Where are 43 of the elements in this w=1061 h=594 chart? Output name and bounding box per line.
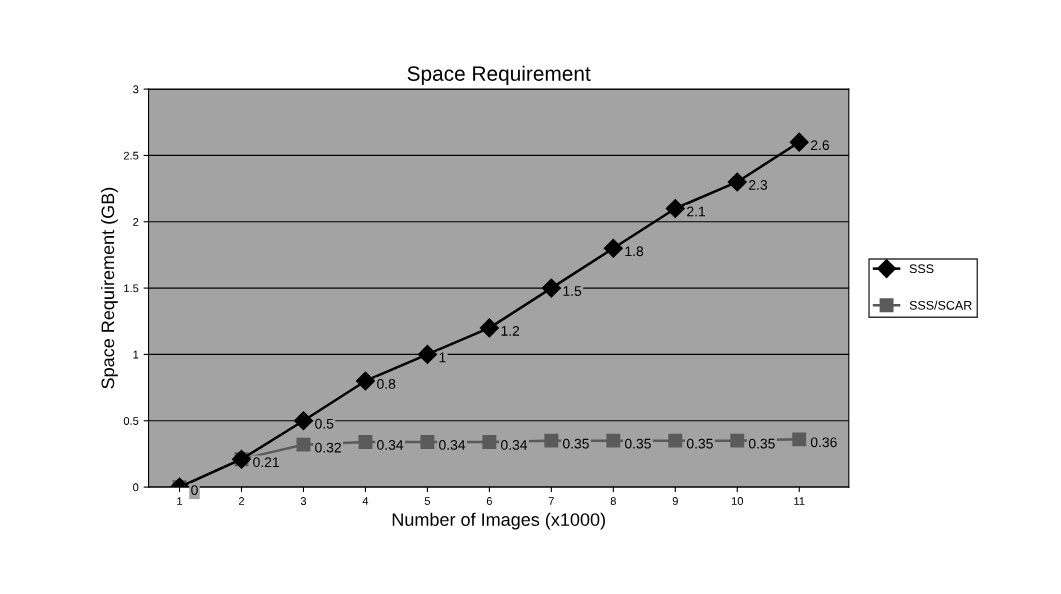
data-label: 1.2 [501,325,520,336]
data-label: 0.5 [315,418,334,429]
legend-label: SSS [909,264,934,274]
data-label: 0.34 [439,440,466,450]
data-label: 0.34 [501,440,528,450]
data-label: 0.32 [315,442,341,453]
x-tick-label: 2 [238,497,245,505]
data-label: 2.6 [811,140,830,151]
y-axis-title: Space Requirement (GB) [100,187,118,389]
y-tick-label: 2 [133,218,139,226]
x-tick-label: 5 [424,497,431,505]
x-tick-label: 4 [362,497,369,505]
y-tick-label: 0.5 [123,417,139,425]
data-label: 1.8 [625,246,644,257]
data-label: 0.34 [377,440,404,450]
x-tick-label: 7 [548,497,554,505]
y-tick-label: 1 [133,350,139,359]
data-label: 2.3 [749,180,768,190]
x-tick-label: 3 [300,497,307,505]
y-tick-label: 1.5 [124,284,139,293]
data-label: 0.35 [563,438,589,449]
data-label: 0.35 [686,438,713,449]
y-tick-label: 0 [133,483,139,492]
data-label: 0.36 [810,437,837,448]
data-label: 1.5 [563,286,582,296]
data-label: 1 [439,352,446,363]
data-label: 0 [191,485,198,495]
chart-title: Space Requirement [407,65,591,86]
x-tick-label: 11 [794,497,805,505]
y-tick-label: 2.5 [123,151,139,160]
data-label: 2.1 [687,206,706,217]
legend-label: SSS/SCAR [909,300,972,310]
data-label: 0.35 [624,438,651,449]
x-tick-label: 8 [610,497,616,505]
data-label: 0.8 [377,379,396,389]
y-tick-label: 3 [133,85,139,94]
data-label: 0.35 [748,438,775,449]
x-tick-label: 1 [177,497,183,505]
x-tick-label: 6 [486,497,492,505]
x-tick-label: 9 [672,497,678,505]
x-tick-label: 10 [731,497,743,505]
x-axis-title: Number of Images (x1000) [392,512,605,530]
data-label: 0.21 [253,457,279,468]
